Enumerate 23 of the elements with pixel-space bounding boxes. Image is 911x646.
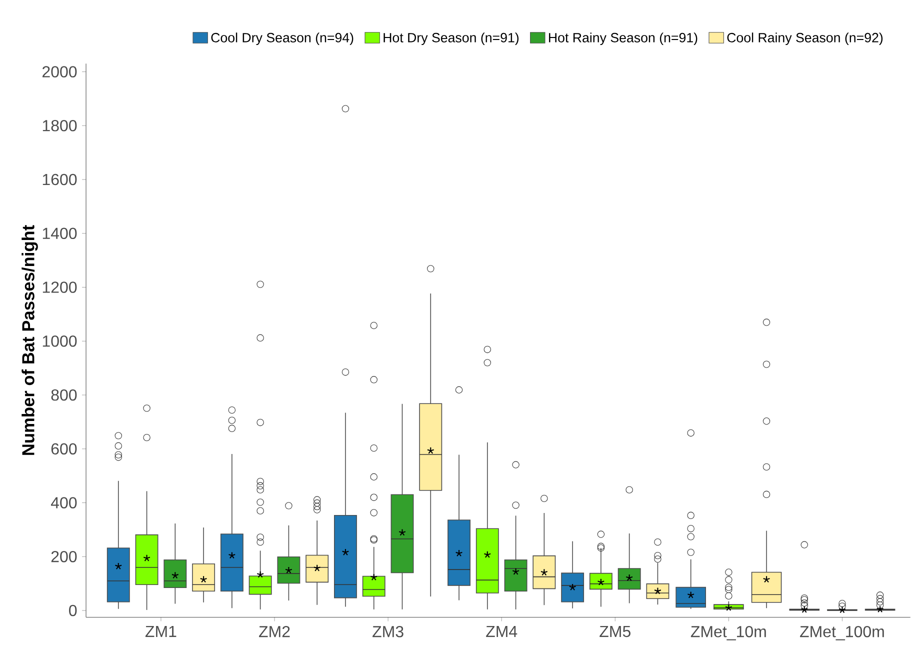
y-tick-label: 200 — [51, 550, 77, 562]
x-tick-label: ZM1 — [145, 626, 176, 637]
x-tick-label: ZM3 — [372, 626, 404, 638]
y-tick-label: 600 — [51, 443, 77, 454]
y-tick-label: 1000 — [42, 335, 77, 347]
legend-label: Hot Rainy Season (n=91) — [549, 32, 698, 45]
y-tick-label: 400 — [50, 496, 77, 508]
y-tick-label: 1600 — [42, 174, 77, 186]
legend-label: Hot Dry Season (n=91) — [384, 32, 519, 45]
legend-label: Cool Dry Season (n=94) — [211, 32, 354, 45]
x-tick-label: ZM2 — [259, 626, 290, 638]
x-tick-label: ZMet_100m — [800, 626, 884, 640]
y-tick-label: 1800 — [42, 120, 77, 132]
y-axis-title: Number of Bat Passes/night — [22, 224, 38, 455]
y-tick-label: 0 — [69, 604, 77, 616]
x-tick-label: ZMet_10m — [690, 626, 766, 640]
x-tick-label: ZM5 — [600, 626, 630, 637]
y-tick-label: 2000 — [42, 66, 77, 78]
y-tick-label: 1200 — [42, 281, 77, 293]
legend-label: Cool Rainy Season (n=92) — [727, 32, 883, 45]
y-tick-label: 1400 — [42, 228, 77, 239]
y-tick-label: 800 — [51, 389, 77, 401]
x-tick-label: ZM4 — [486, 626, 518, 637]
